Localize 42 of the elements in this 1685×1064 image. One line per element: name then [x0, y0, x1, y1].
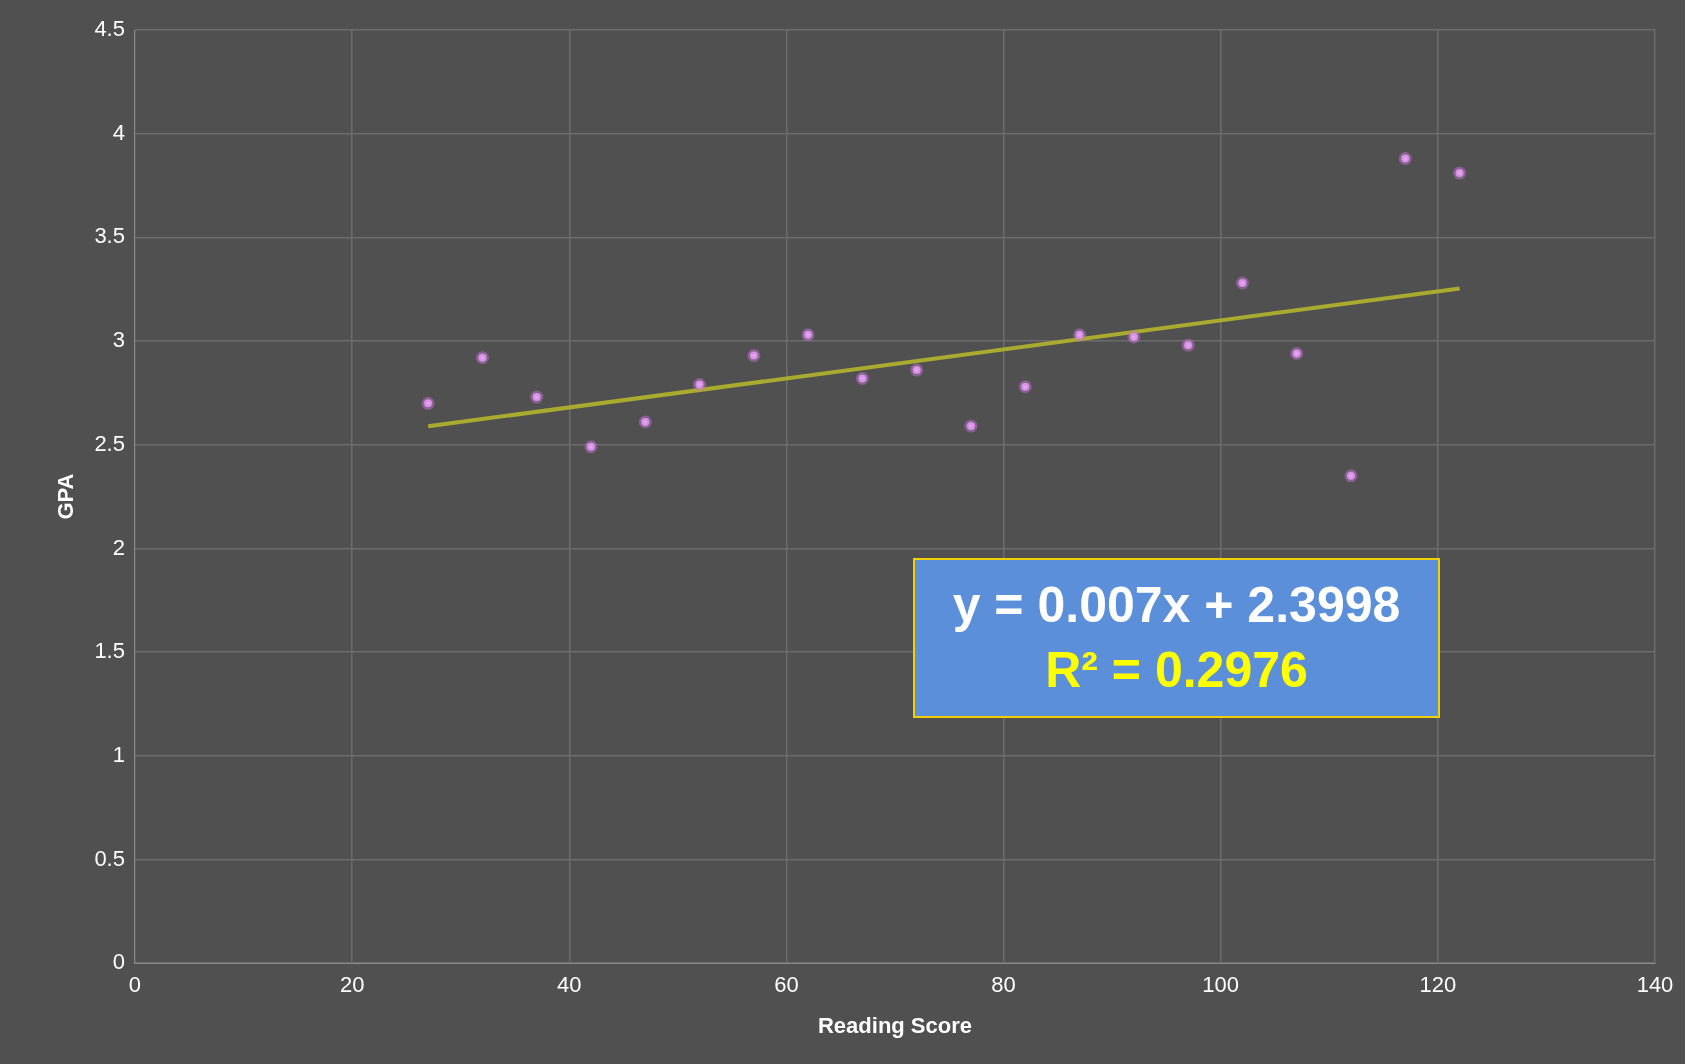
y-axis-title: GPA	[53, 473, 79, 520]
x-tick-label: 20	[339, 972, 365, 998]
x-axis-title: Reading Score	[817, 1012, 973, 1038]
point	[1127, 330, 1141, 344]
point	[747, 349, 761, 363]
y-tick-label: 0.5	[94, 845, 125, 871]
x-tick-label: 60	[774, 972, 799, 998]
point	[964, 419, 978, 433]
x-tick-label: 40	[557, 972, 582, 998]
y-tick-label: 3	[112, 327, 125, 353]
x-tick-label: 0	[128, 972, 142, 998]
y-tick-label: 4.5	[94, 16, 125, 42]
y-tick-label: 1.5	[94, 638, 125, 664]
point	[1073, 328, 1087, 342]
annotation: y = 0.007x + 2.3998	[952, 576, 1401, 635]
x-tick-label: 80	[991, 972, 1016, 998]
point	[1290, 347, 1304, 361]
annotation: R² = 0.2976	[1045, 641, 1308, 700]
point	[693, 378, 707, 392]
y-tick-label: 3.5	[94, 223, 125, 249]
point	[1344, 469, 1358, 483]
point	[638, 415, 652, 429]
point	[1018, 380, 1032, 394]
y-tick-label: 4	[112, 119, 125, 145]
y-tick-label: 2	[112, 534, 125, 560]
point	[1453, 166, 1467, 180]
y-tick-label: 1	[112, 741, 125, 767]
point	[530, 390, 544, 404]
x-tick-label: 120	[1419, 972, 1457, 998]
x-tick-label: 140	[1636, 972, 1674, 998]
point	[1235, 276, 1249, 290]
y-tick-label: 2.5	[94, 430, 125, 456]
point	[910, 363, 924, 377]
point	[855, 371, 869, 385]
point	[801, 328, 815, 342]
point	[421, 396, 435, 410]
point	[1181, 338, 1195, 352]
point	[1398, 152, 1412, 166]
point	[475, 351, 489, 365]
y-tick-label: 0	[112, 949, 125, 975]
x-tick-label: 100	[1202, 972, 1240, 998]
point	[584, 440, 598, 454]
